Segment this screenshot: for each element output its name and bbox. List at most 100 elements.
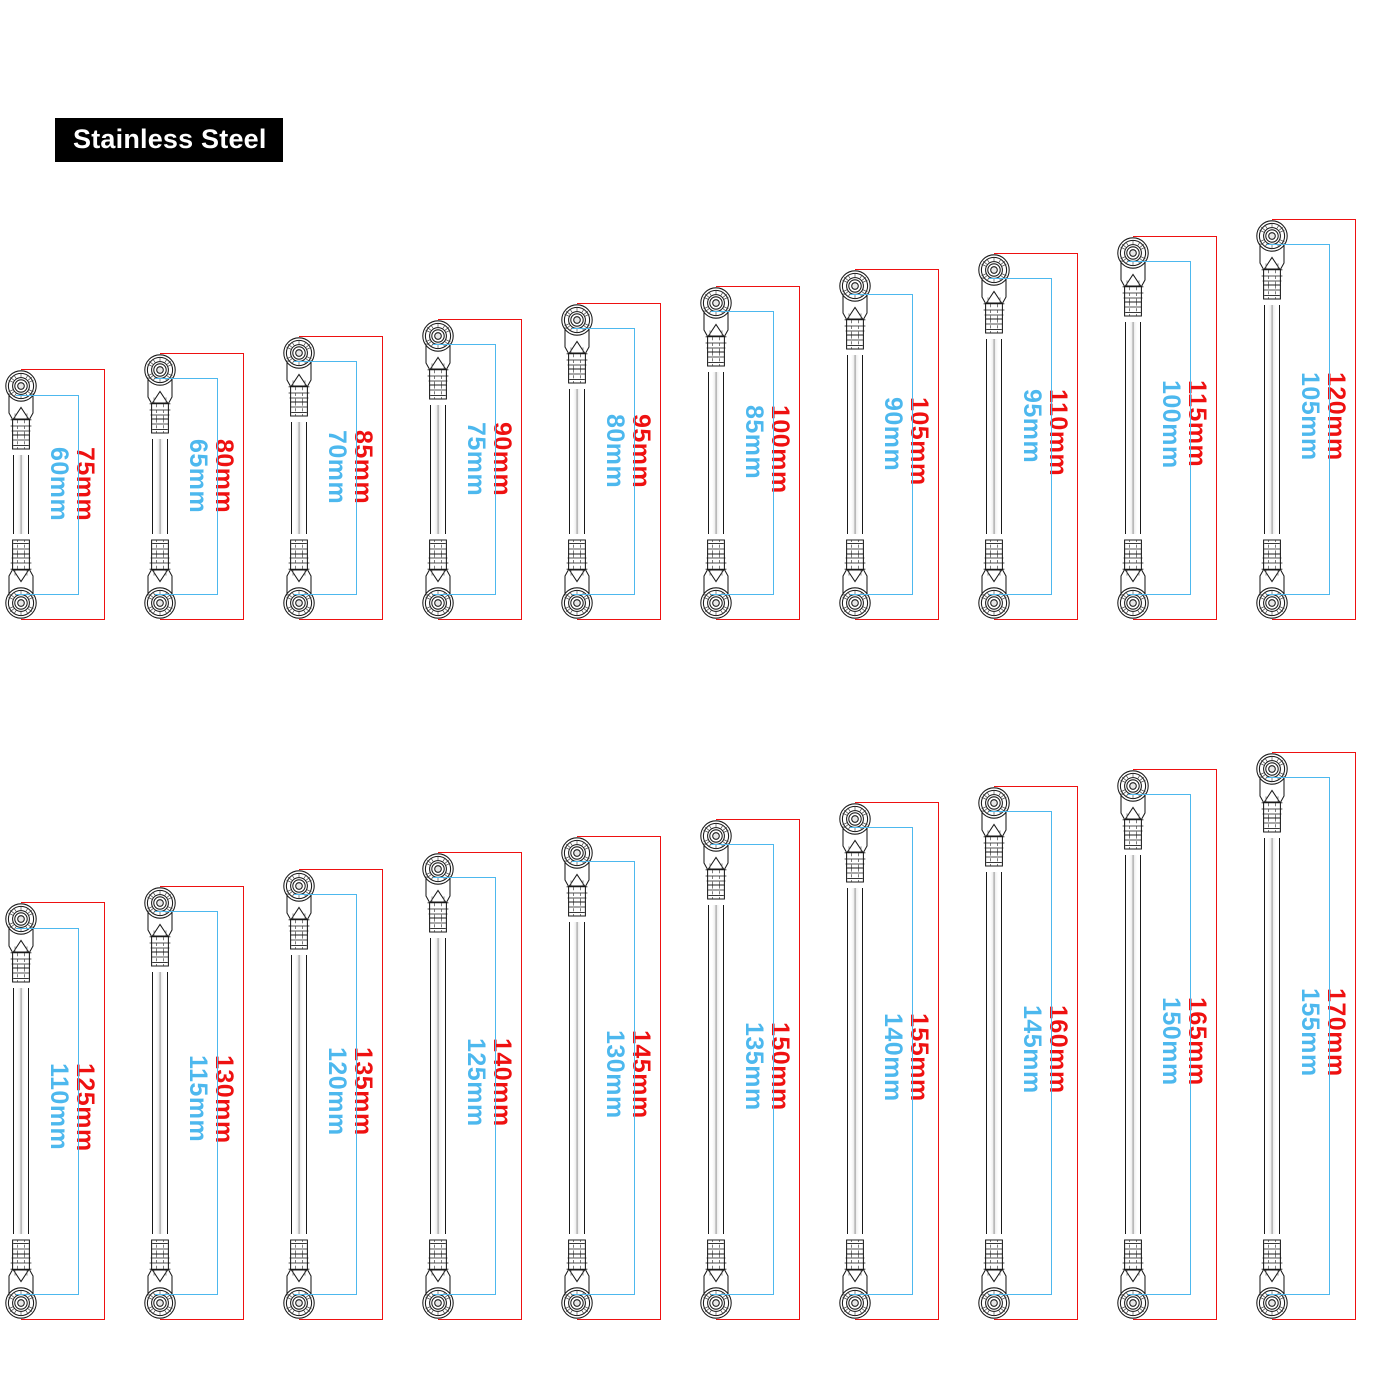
product-link-item[interactable]: 160mm 145mm — [973, 786, 1112, 1320]
turnbuckle-link-drawing — [0, 369, 42, 620]
ball-end-bottom — [1251, 1234, 1293, 1320]
total-length-dimension: 120mm — [1272, 219, 1367, 620]
dimension-tick-bottom — [1133, 1319, 1216, 1320]
product-link-item[interactable]: 140mm 125mm — [417, 852, 556, 1320]
link-shaft — [834, 355, 876, 534]
ball-end-bottom — [1112, 1234, 1154, 1320]
inner-length-dimension: 70mm — [294, 361, 368, 595]
dimension-tick-bottom — [1128, 594, 1190, 595]
ball-end-icon — [1256, 220, 1288, 300]
dimension-tick-bottom — [711, 594, 773, 595]
total-length-dimension: 125mm — [21, 902, 116, 1320]
dimension-line — [382, 869, 383, 1320]
product-link-item[interactable]: 85mm 70mm — [278, 336, 417, 620]
ball-end-bottom — [278, 534, 320, 620]
product-link-item[interactable]: 90mm 75mm — [417, 319, 556, 620]
shaft-tube — [291, 422, 307, 534]
product-link-item[interactable]: 125mm 110mm — [0, 902, 139, 1320]
dimension-tick-top — [294, 894, 356, 895]
dimension-line — [1355, 752, 1356, 1320]
dimension-tick-top — [21, 369, 104, 370]
dimension-tick-top — [1133, 769, 1216, 770]
product-link-item[interactable]: 95mm 80mm — [556, 303, 695, 620]
shaft-tube — [13, 988, 29, 1234]
turnbuckle-link-drawing — [0, 902, 42, 1320]
dimension-tick-bottom — [572, 594, 634, 595]
product-link-item[interactable]: 115mm 100mm — [1112, 236, 1251, 620]
dimension-tick-top — [1272, 219, 1355, 220]
dimension-tick-top — [16, 927, 78, 929]
link-shaft — [695, 372, 737, 534]
ball-end-top — [695, 819, 737, 905]
ball-end-bottom — [417, 1234, 459, 1320]
dimension-tick-top — [1267, 244, 1329, 245]
dimension-tick-top — [572, 861, 634, 862]
dimension-tick-top — [855, 802, 938, 803]
dimension-tick-top — [294, 361, 356, 362]
product-link-item[interactable]: 130mm 115mm — [139, 886, 278, 1320]
ball-end-top — [1251, 219, 1293, 305]
turnbuckle-link-drawing — [278, 336, 320, 620]
turnbuckle-link-drawing — [139, 353, 181, 620]
product-link-item[interactable]: 155mm 140mm — [834, 802, 973, 1320]
dimension-line — [1216, 236, 1217, 620]
ball-end-icon — [422, 1239, 454, 1319]
product-link-item[interactable]: 135mm 120mm — [278, 869, 417, 1320]
link-shaft — [417, 938, 459, 1234]
product-link-item[interactable]: 145mm 130mm — [556, 836, 695, 1320]
dimension-tick-bottom — [577, 1319, 660, 1320]
product-link-item[interactable]: 120mm 105mm — [1251, 219, 1390, 620]
turnbuckle-link-drawing — [1112, 236, 1154, 620]
dimension-line — [634, 328, 635, 595]
inner-length-dimension: 110mm — [16, 927, 90, 1295]
ball-end-top — [139, 886, 181, 972]
shaft-tube — [569, 389, 585, 534]
ball-end-bottom — [139, 534, 181, 620]
total-length-dimension: 170mm — [1272, 752, 1367, 1320]
dimension-tick-top — [572, 328, 634, 329]
inner-length-label: 110mm — [45, 1063, 73, 1151]
product-link-item[interactable]: 165mm 150mm — [1112, 769, 1251, 1320]
ball-end-icon — [5, 1239, 37, 1319]
total-length-dimension: 75mm — [21, 369, 116, 620]
ball-end-icon — [978, 254, 1010, 334]
dimension-tick-top — [994, 786, 1077, 787]
turnbuckle-link-drawing — [417, 852, 459, 1320]
dimension-line — [799, 286, 800, 620]
ball-end-icon — [839, 1239, 871, 1319]
ball-end-icon — [839, 803, 871, 883]
ball-end-bottom — [556, 1234, 598, 1320]
link-shaft — [1251, 838, 1293, 1234]
inner-length-label: 70mm — [323, 430, 351, 505]
product-link-item[interactable]: 170mm 155mm — [1251, 752, 1390, 1320]
inner-length-dimension: 150mm — [1128, 794, 1202, 1295]
ball-end-icon — [283, 870, 315, 950]
ball-end-top — [834, 269, 876, 355]
total-length-dimension: 140mm — [438, 852, 533, 1320]
total-length-dimension: 135mm — [299, 869, 394, 1320]
product-link-item[interactable]: 110mm 95mm — [973, 253, 1112, 620]
product-link-item[interactable]: 150mm 135mm — [695, 819, 834, 1320]
total-length-dimension: 115mm — [1133, 236, 1228, 620]
dimension-tick-bottom — [438, 1319, 521, 1320]
inner-length-label: 130mm — [601, 1030, 629, 1119]
product-link-item[interactable]: 80mm 65mm — [139, 353, 278, 620]
product-link-item[interactable]: 75mm 60mm — [0, 369, 139, 620]
turnbuckle-link-drawing — [417, 319, 459, 620]
ball-end-icon — [1256, 1239, 1288, 1319]
dimension-tick-bottom — [850, 1294, 912, 1295]
ball-end-icon — [978, 1239, 1010, 1319]
inner-length-dimension: 125mm — [433, 877, 507, 1295]
inner-length-label: 95mm — [1018, 388, 1046, 463]
turnbuckle-link-drawing — [556, 836, 598, 1320]
dimension-tick-bottom — [716, 1319, 799, 1320]
ball-end-icon — [1256, 539, 1288, 619]
ball-end-top — [417, 319, 459, 405]
product-link-item[interactable]: 100mm 85mm — [695, 286, 834, 620]
dimension-tick-bottom — [1272, 1319, 1355, 1320]
ball-end-top — [278, 336, 320, 422]
link-shaft — [139, 439, 181, 534]
dimension-line — [660, 836, 661, 1320]
product-link-item[interactable]: 105mm 90mm — [834, 269, 973, 620]
ball-end-icon — [1117, 539, 1149, 619]
